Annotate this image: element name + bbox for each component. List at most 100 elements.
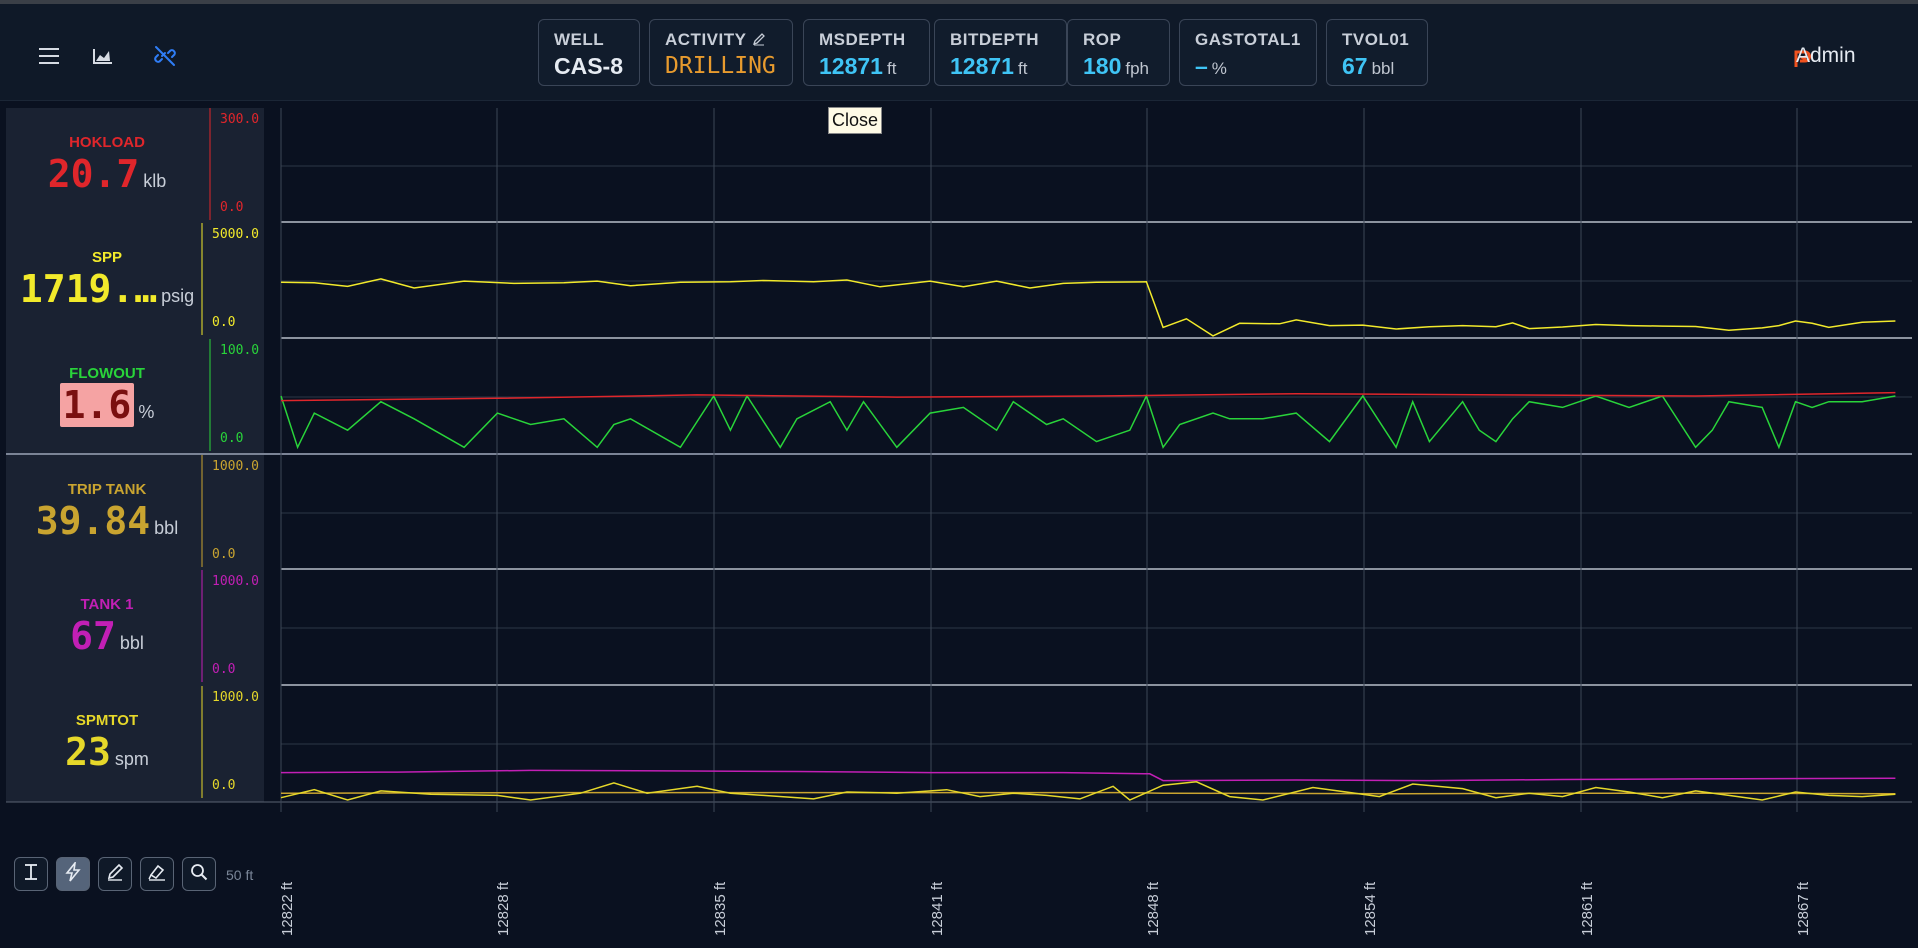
window-top-strip (0, 0, 1918, 4)
card-value: 12871 ft (950, 53, 1028, 79)
depth-tick-label: 12867 ft (1795, 881, 1812, 936)
track-value-number: 39.84 (35, 499, 151, 543)
highlighter-tool-button[interactable] (140, 857, 174, 891)
card-tvol01: TVOL01 67 bbl (1326, 19, 1428, 86)
track-unit: bbl (119, 633, 144, 653)
track-value: 39.84 bbl (6, 499, 208, 543)
lightning-tool-button[interactable] (56, 857, 90, 891)
card-bitdepth: BITDEPTH 12871 ft (934, 19, 1067, 86)
tooltip-close: Close (828, 107, 883, 134)
track-readout-flowout[interactable]: FLOWOUT 1.6% 100.0 0.0 (6, 339, 264, 455)
track-label: TANK 1 (80, 596, 134, 613)
axis-max-label: 100.0 (220, 343, 260, 358)
axis-min-label: 0.0 (220, 200, 244, 215)
track-unit: klb (143, 171, 167, 191)
track-readout-tank-1[interactable]: TANK 1 67 bbl 1000.0 0.0 (6, 570, 264, 686)
chart-series (280, 278, 1896, 801)
track-value: 23 spm (6, 730, 208, 774)
search-tool-button[interactable] (182, 857, 216, 891)
pencil-icon (106, 863, 124, 886)
brand-logo-icon (1794, 49, 1812, 74)
axis-min-label: 0.0 (212, 315, 236, 330)
axis-min-label: 0.0 (212, 662, 236, 677)
edit-icon[interactable] (752, 31, 766, 51)
depth-tick-label: 12822 ft (279, 881, 296, 936)
card-activity[interactable]: ACTIVITY DRILLING (649, 19, 793, 86)
series-line-flowout (280, 391, 1896, 402)
track-readout-spmtot[interactable]: SPMTOT 23 spm 1000.0 0.0 (6, 686, 264, 802)
card-label: BITDEPTH (950, 30, 1039, 49)
track-value: 1.6% (6, 383, 208, 427)
user-name[interactable]: Admin (1796, 44, 1856, 67)
axis-max-label: 1000.0 (212, 690, 259, 705)
card-rop: ROP 180 fph (1067, 19, 1170, 86)
track-unit: bbl (154, 518, 179, 538)
depth-tick-label: 12848 ft (1145, 881, 1162, 936)
chart-grid (6, 108, 1912, 812)
series-line-flowout (280, 393, 1896, 450)
axis-max-label: 1000.0 (212, 574, 259, 589)
depth-tick-label: 12841 ft (929, 881, 946, 936)
track-unit: % (138, 402, 155, 422)
track-value-number: 23 (65, 730, 111, 774)
unlink-icon[interactable] (151, 42, 179, 70)
series-line-spmtot (280, 769, 1896, 782)
track-value-number: 20.7 (47, 152, 140, 196)
axis-max-label: 300.0 (220, 112, 260, 127)
card-gastotal1: GASTOTAL1 –% (1179, 19, 1317, 86)
track-label: SPP (91, 249, 122, 266)
card-value: 180 fph (1083, 53, 1150, 79)
axis-max-label: 1000.0 (212, 459, 259, 474)
menu-icon[interactable] (35, 42, 63, 70)
track-value-number: 67 (70, 614, 116, 658)
chart-icon[interactable] (89, 42, 117, 70)
track-value: 67 bbl (6, 614, 208, 658)
search-icon (190, 863, 208, 886)
depth-tick-label: 12835 ft (712, 881, 729, 936)
track-label: FLOWOUT (69, 365, 145, 382)
track-value-number: 1719.… (19, 267, 158, 311)
card-value: 12871 ft (819, 53, 897, 79)
card-label: WELL (554, 30, 605, 49)
card-label: GASTOTAL1 (1195, 30, 1301, 49)
track-value: 1719.… psig (6, 267, 208, 311)
track-unit: psig (161, 286, 195, 306)
cursor-icon (22, 863, 40, 886)
depth-tick-label: 12854 ft (1362, 881, 1379, 936)
axis-min-label: 0.0 (212, 547, 236, 562)
scale-label: 50 ft (226, 867, 254, 883)
track-readout-spp[interactable]: SPP 1719.… psig 5000.0 0.0 (6, 223, 264, 339)
track-label: TRIP TANK (67, 481, 147, 498)
card-msdepth: MSDEPTH 12871 ft (803, 19, 930, 86)
card-value: DRILLING (665, 53, 776, 79)
track-label: SPMTOT (75, 712, 139, 729)
card-label: MSDEPTH (819, 30, 906, 49)
card-label: ACTIVITY (665, 30, 766, 51)
card-label: ROP (1083, 30, 1122, 49)
axis-min-label: 0.0 (212, 778, 236, 793)
card-label: TVOL01 (1342, 30, 1410, 49)
card-value: –% (1195, 53, 1227, 79)
track-readout-hokload[interactable]: HOKLOAD 20.7 klb 300.0 0.0 (6, 108, 264, 224)
axis-max-label: 5000.0 (212, 227, 259, 242)
pencil-tool-button[interactable] (98, 857, 132, 891)
series-line-spp (280, 278, 1896, 337)
track-value-number: 1.6 (59, 383, 135, 427)
cursor-tool-button[interactable] (14, 857, 48, 891)
card-well: WELL CAS-8 (538, 19, 640, 86)
depth-tick-label: 12861 ft (1579, 881, 1596, 936)
series-line-spmtot (280, 791, 1896, 795)
series-line-spmtot (280, 781, 1896, 801)
card-value: CAS-8 (554, 53, 624, 79)
axis-min-label: 0.0 (220, 431, 244, 446)
track-value: 20.7 klb (6, 152, 208, 196)
depth-tick-label: 12828 ft (495, 881, 512, 936)
track-unit: spm (114, 749, 149, 769)
card-value: 67 bbl (1342, 53, 1395, 79)
header-bar: WELL CAS-8 ACTIVITY DRILLING MSDEPTH 128… (0, 4, 1918, 101)
track-label: HOKLOAD (69, 134, 145, 151)
lightning-icon (64, 859, 82, 887)
track-readout-trip-tank[interactable]: TRIP TANK 39.84 bbl 1000.0 0.0 (6, 455, 264, 571)
highlighter-icon (147, 863, 167, 886)
